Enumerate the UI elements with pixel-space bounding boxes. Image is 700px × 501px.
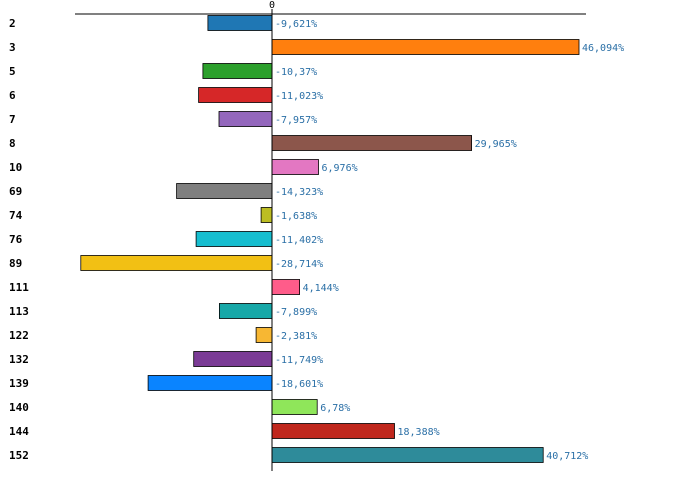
category-labels: 2 3 5 6 7 8 10 69 74 76 89 111 113 122 132 139 140 144 152 [9,17,29,462]
category-label-5: 5 [9,65,16,78]
bar-2 [207,15,273,31]
value-label-113: -7,899% [275,307,317,318]
bar-3 [271,39,580,55]
value-label-8: 29,965% [475,139,517,150]
category-label-111: 111 [9,281,29,294]
bar-6 [198,87,273,103]
value-label-6: -11,023% [275,91,323,102]
bar-152 [271,447,544,463]
bar-5 [202,63,273,79]
value-label-152: 40,712% [546,451,588,462]
bar-144 [271,423,395,439]
value-label-76: -11,402% [275,235,323,246]
zero-tick-label: 0 [269,0,275,11]
value-label-69: -14,323% [275,187,323,198]
category-label-132: 132 [9,353,29,366]
category-label-8: 8 [9,137,16,150]
bar-139 [147,375,273,391]
category-label-10: 10 [9,161,22,174]
category-label-122: 122 [9,329,29,342]
value-labels: -9,621% 46,094% -10,37% -11,023% -7,957% 29,9… [275,19,624,462]
bar-10 [271,159,319,175]
bar-69 [176,183,273,199]
value-label-5: -10,37% [275,67,317,78]
category-label-69: 69 [9,185,22,198]
category-label-152: 152 [9,449,29,462]
category-label-2: 2 [9,17,16,30]
category-label-3: 3 [9,41,16,54]
bars-layer [80,15,580,463]
category-label-74: 74 [9,209,23,222]
value-label-10: 6,976% [322,163,358,174]
category-label-7: 7 [9,113,16,126]
category-label-6: 6 [9,89,16,102]
category-label-139: 139 [9,377,29,390]
value-label-3: 46,094% [582,43,624,54]
bar-140 [271,399,318,415]
value-label-122: -2,381% [275,331,317,342]
bar-113 [218,303,273,319]
value-label-144: 18,388% [398,427,440,438]
value-label-139: -18,601% [275,379,323,390]
value-label-89: -28,714% [275,259,323,270]
category-label-113: 113 [9,305,29,318]
value-label-111: 4,144% [303,283,339,294]
bar-89 [80,255,273,271]
bar-132 [193,351,273,367]
category-label-144: 144 [9,425,29,438]
category-label-76: 76 [9,233,23,246]
bar-74 [260,207,273,223]
bar-76 [195,231,273,247]
bar-111 [271,279,301,295]
category-label-89: 89 [9,257,22,270]
value-label-74: -1,638% [275,211,317,222]
value-label-132: -11,749% [275,355,323,366]
value-label-7: -7,957% [275,115,317,126]
bar-7 [218,111,273,127]
category-label-140: 140 [9,401,29,414]
bar-122 [255,327,273,343]
bar-8 [271,135,473,151]
value-label-140: 6,78% [320,403,350,414]
value-label-2: -9,621% [275,19,317,30]
